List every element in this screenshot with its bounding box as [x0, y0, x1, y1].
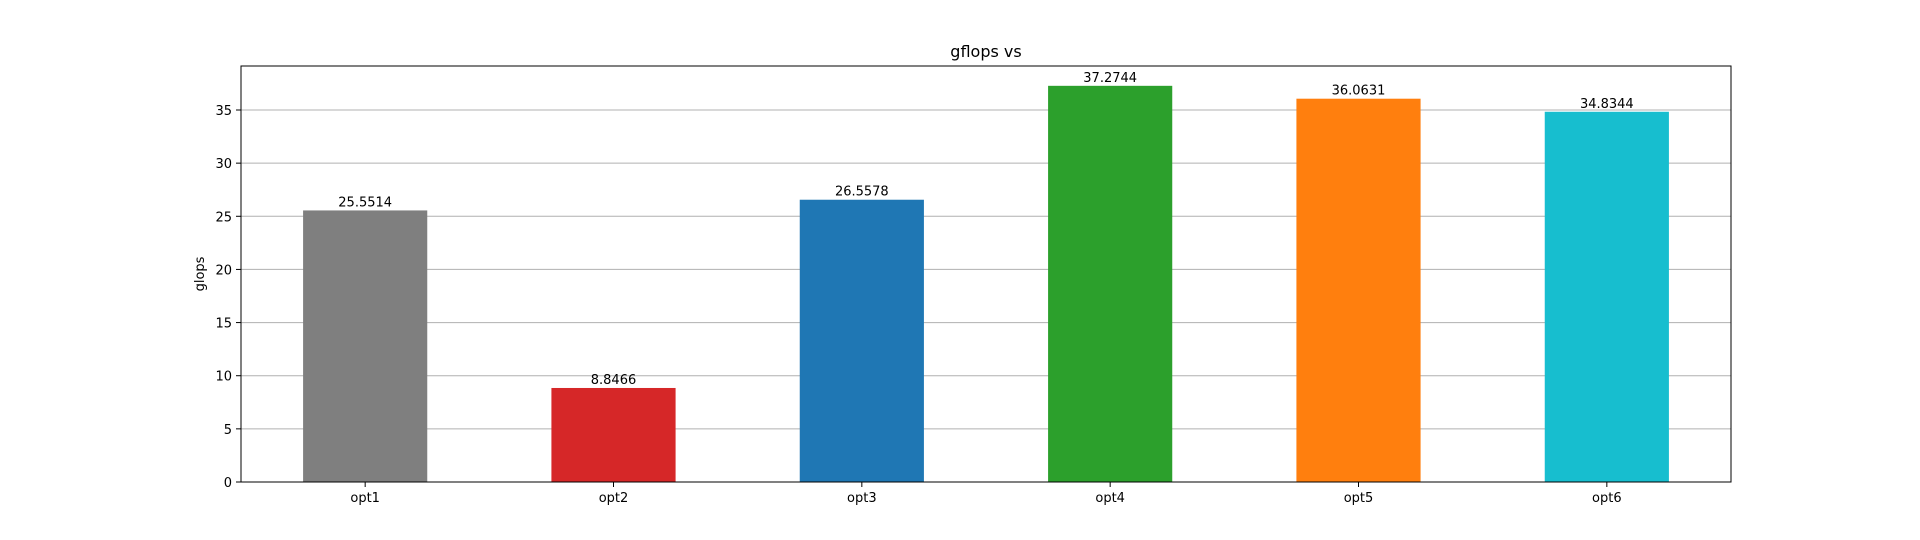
x-tick-label-opt6: opt6	[1592, 491, 1622, 506]
bars	[303, 85, 1669, 483]
gridlines	[241, 109, 1731, 483]
data-label-opt4: 37.2744	[1083, 71, 1137, 86]
bar-opt3	[799, 199, 924, 482]
y-tick-label-1: 5	[224, 423, 232, 438]
x-tick-label-opt3: opt3	[847, 491, 877, 506]
x-tick-label-opt2: opt2	[599, 491, 629, 506]
plot-frame	[240, 65, 1732, 483]
x-tick-label-opt5: opt5	[1344, 491, 1374, 506]
bar-opt2	[551, 387, 676, 482]
data-label-opt5: 36.0631	[1332, 84, 1386, 99]
y-tick-label-4: 20	[215, 263, 232, 278]
x-tick-label-opt4: opt4	[1095, 491, 1125, 506]
y-axis-label: glops	[193, 256, 208, 291]
x-tick-label-opt1: opt1	[350, 491, 380, 506]
data-label-opt6: 34.8344	[1580, 97, 1634, 112]
y-tick-label-5: 25	[215, 210, 232, 225]
bar-opt5	[1296, 98, 1421, 482]
chart-title: gflops vs	[950, 42, 1021, 61]
bar-opt6	[1544, 111, 1669, 483]
y-axis-ticks: 0 5 10 15 20 25 30 35	[215, 104, 241, 491]
y-tick-label-0: 0	[224, 476, 232, 491]
data-labels: 25.5514 8.8466 26.5578 37.2744 36.0631 34.834…	[338, 71, 1633, 388]
x-axis-ticks: opt1 opt2 opt3 opt4 opt5 opt6	[350, 482, 1622, 506]
data-label-opt1: 25.5514	[338, 195, 392, 210]
bar-opt1	[303, 210, 428, 482]
y-tick-label-6: 30	[215, 157, 232, 172]
data-label-opt2: 8.8466	[591, 373, 637, 388]
y-tick-label-7: 35	[215, 104, 232, 119]
y-tick-label-3: 15	[215, 317, 232, 332]
y-tick-label-2: 10	[215, 370, 232, 385]
data-label-opt3: 26.5578	[835, 185, 889, 200]
bar-opt4	[1048, 85, 1173, 482]
